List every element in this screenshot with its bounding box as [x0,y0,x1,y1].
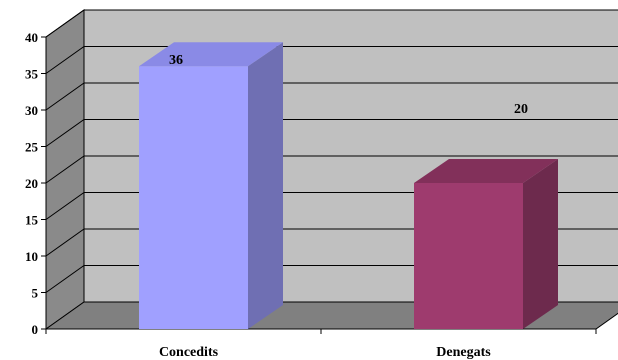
y-tick-label: 20 [25,176,38,191]
y-tick-label: 35 [25,67,39,82]
data-label: 20 [514,102,528,117]
y-axis: 0 5 10 15 20 25 30 35 40 [25,30,597,337]
category-label: Concedits [159,345,219,360]
y-tick-label: 10 [25,249,38,264]
y-tick-label: 25 [25,140,39,155]
bar-denegats [414,159,558,329]
category-label: Denegats [436,345,491,360]
gridline [45,9,618,38]
bar-front [414,183,523,329]
y-tick-label: 40 [25,30,38,45]
bar-side [248,42,283,329]
bar-concedits [139,42,283,329]
y-tick-label: 0 [32,322,39,337]
gridline [45,46,618,74]
gridline [45,155,618,184]
bar-front [139,66,248,329]
gridline [45,119,618,147]
y-tick-label: 5 [32,286,39,301]
y-tick-label: 30 [25,103,38,118]
y-tick-label: 15 [25,213,39,228]
bars [139,42,558,329]
bar-side [523,159,558,329]
data-label: 36 [169,53,183,68]
bar-top [139,42,283,67]
labels: 36 Concedits 20 Denegats [159,53,528,360]
gridline [45,82,618,111]
bar-top [414,159,558,183]
